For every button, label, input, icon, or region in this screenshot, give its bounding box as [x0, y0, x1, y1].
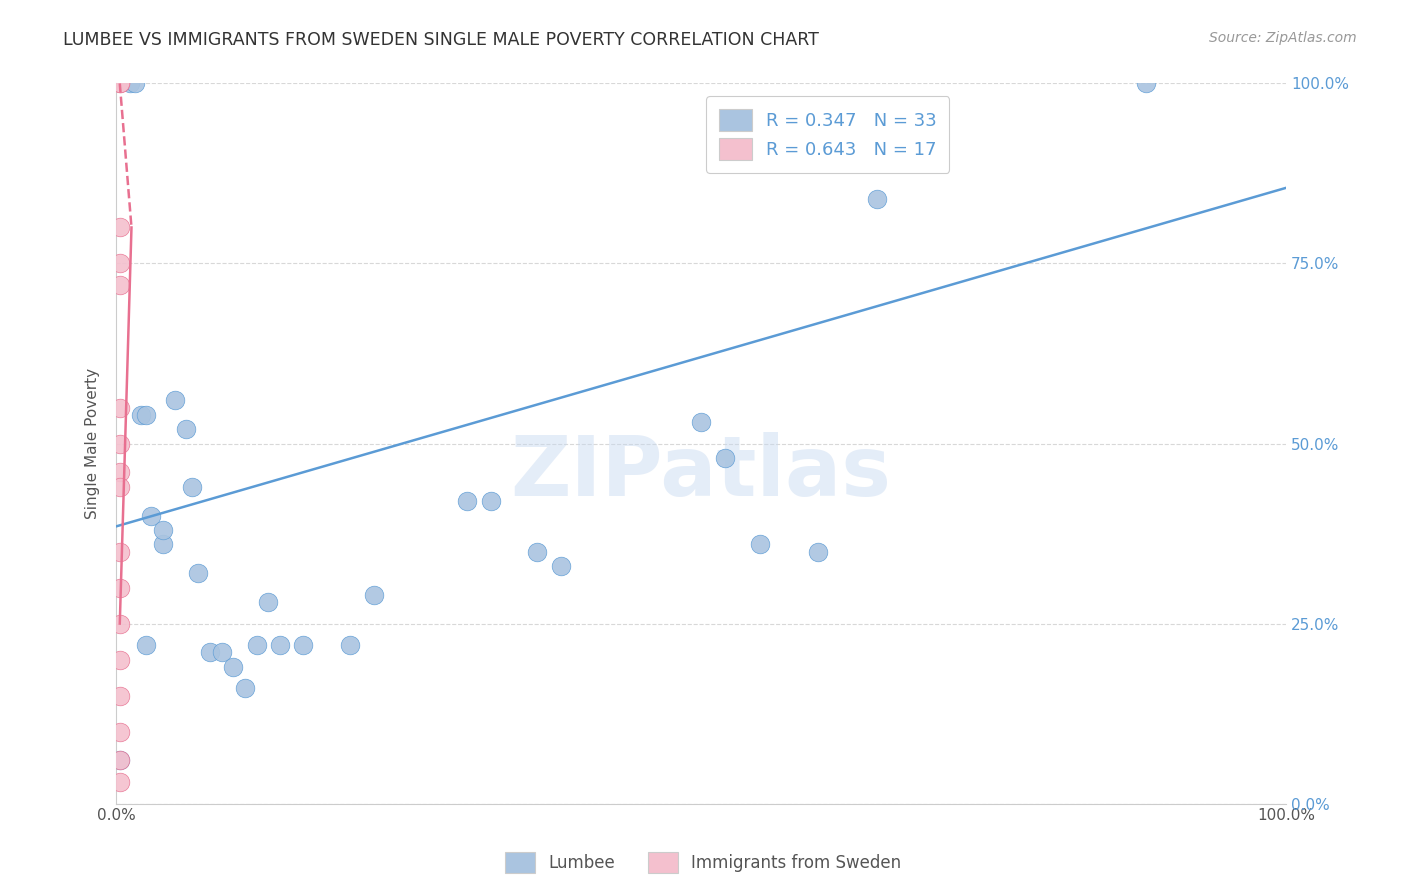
Point [690, 415, 713, 429]
Text: LUMBEE VS IMMIGRANTS FROM SWEDEN SINGLE MALE POVERTY CORRELATION CHART: LUMBEE VS IMMIGRANTS FROM SWEDEN SINGLE … [63, 31, 820, 49]
Point [141, 508, 163, 523]
Point [363, 588, 385, 602]
Point [108, 436, 131, 450]
Point [108, 278, 131, 293]
Point [152, 537, 174, 551]
Point [108, 724, 131, 739]
Point [108, 689, 131, 703]
Point [222, 660, 245, 674]
Point [108, 544, 131, 558]
Point [748, 537, 770, 551]
Point [807, 544, 830, 558]
Point [198, 645, 221, 659]
Point [339, 638, 361, 652]
Point [211, 645, 233, 659]
Point [108, 401, 131, 415]
Y-axis label: Single Male Poverty: Single Male Poverty [86, 368, 100, 519]
Point [163, 393, 186, 408]
Point [187, 566, 209, 581]
Point [108, 775, 131, 789]
Point [108, 581, 131, 595]
Point [257, 595, 280, 609]
Point [134, 638, 156, 652]
Legend: Lumbee, Immigrants from Sweden: Lumbee, Immigrants from Sweden [498, 846, 908, 880]
Point [865, 192, 887, 206]
Point [1135, 77, 1157, 91]
Point [108, 753, 131, 767]
Point [108, 480, 131, 494]
Text: Source: ZipAtlas.com: Source: ZipAtlas.com [1209, 31, 1357, 45]
Point [526, 544, 548, 558]
Point [176, 422, 198, 436]
Point [550, 558, 572, 573]
Point [152, 523, 174, 537]
Point [134, 408, 156, 422]
Point [181, 480, 204, 494]
Point [124, 77, 146, 91]
Point [479, 494, 502, 508]
Legend: R = 0.347   N = 33, R = 0.643   N = 17: R = 0.347 N = 33, R = 0.643 N = 17 [706, 96, 949, 173]
Point [269, 638, 291, 652]
Point [233, 681, 256, 696]
Point [713, 450, 735, 465]
Text: ZIPatlas: ZIPatlas [510, 432, 891, 513]
Point [456, 494, 478, 508]
Point [108, 77, 131, 91]
Point [108, 256, 131, 270]
Point [108, 466, 131, 480]
Point [108, 753, 131, 767]
Point [120, 77, 142, 91]
Point [108, 652, 131, 666]
Point [129, 408, 152, 422]
Point [108, 616, 131, 631]
Point [108, 77, 131, 91]
Point [108, 220, 131, 235]
Point [292, 638, 315, 652]
Point [246, 638, 269, 652]
